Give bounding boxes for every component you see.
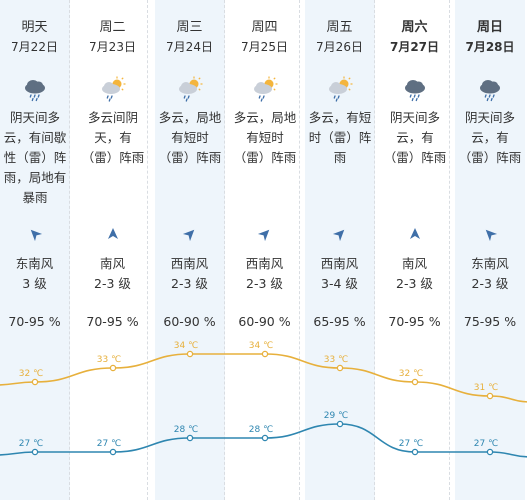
- wind-direction: 西南风: [320, 256, 359, 271]
- day-name: 明天: [21, 20, 48, 35]
- weather-description: 多云，有短时（雷）阵雨: [308, 110, 372, 165]
- sun-cloud-rain-icon: [100, 76, 126, 102]
- wind-direction: 西南风: [245, 256, 284, 271]
- day-date: 7月22日: [11, 40, 58, 54]
- day-name: 周五: [326, 20, 353, 35]
- day-column: 周六 7月27日 阴天间多云，有（雷）阵雨 南风 2-3 级 70-95 %: [380, 0, 450, 500]
- day-name: 周二: [99, 20, 126, 35]
- humidity: 65-95 %: [313, 314, 366, 329]
- humidity: 75-95 %: [463, 314, 517, 329]
- weather-description: 多云，局地有短时（雷）阵雨: [158, 110, 222, 165]
- weather-description: 阴天间多云，有间歇性（雷）阵雨，局地有暴雨: [3, 110, 67, 205]
- day-date: 7月27日: [389, 40, 440, 54]
- wind-level: 2-3 级: [471, 276, 509, 291]
- wind-level: 3-4 级: [321, 276, 358, 291]
- day-name: 周三: [176, 20, 203, 35]
- wind-direction: 南风: [401, 256, 427, 271]
- cloud-rain-icon: [22, 76, 48, 102]
- weather-description: 多云，局地有短时（雷）阵雨: [233, 110, 297, 165]
- wind-direction: 东南风: [15, 256, 54, 271]
- wind-level: 2-3 级: [171, 276, 208, 291]
- weather-description: 阴天间多云，有（雷）阵雨: [383, 110, 447, 165]
- wind-arrow-icon: [28, 226, 43, 242]
- day-date: 7月25日: [241, 40, 288, 54]
- wind-arrow-icon: [483, 226, 498, 242]
- wind-arrow-icon: [182, 226, 197, 242]
- wind-arrow-icon: [257, 226, 272, 242]
- day-column: 明天 7月22日 阴天间多云，有间歇性（雷）阵雨，局地有暴雨 东南风 3 级 7…: [0, 0, 70, 500]
- weather-description: 阴天间多云，有（雷）阵雨: [458, 110, 522, 165]
- wind-direction: 南风: [99, 256, 125, 271]
- wind-arrow-icon: [332, 226, 347, 242]
- wind-level: 2-3 级: [94, 276, 131, 291]
- day-date: 7月23日: [89, 40, 136, 54]
- wind-level: 3 级: [22, 276, 47, 291]
- wind-level: 2-3 级: [246, 276, 283, 291]
- day-name: 周四: [251, 20, 278, 35]
- day-date: 7月24日: [166, 40, 213, 54]
- humidity: 60-90 %: [238, 314, 291, 329]
- day-column: 周四 7月25日 多云，局地有短时（雷）阵雨 西南风 2-3 级 60-90 %: [230, 0, 300, 500]
- day-column: 周五 7月26日 多云，有短时（雷）阵雨 西南风 3-4 级 65-95 %: [305, 0, 375, 500]
- day-date: 7月28日: [465, 40, 515, 54]
- sun-cloud-rain-icon: [177, 76, 203, 102]
- day-name: 周日: [476, 20, 503, 35]
- weather-description: 多云间阴天，有（雷）阵雨: [81, 110, 145, 165]
- wind-direction: 西南风: [170, 256, 209, 271]
- humidity: 60-90 %: [163, 314, 216, 329]
- humidity: 70-95 %: [8, 314, 61, 329]
- cloud-rain-icon: [402, 76, 428, 102]
- day-column: 周日 7月28日 阴天间多云，有（雷）阵雨 东南风 2-3 级 75-95 %: [455, 0, 525, 500]
- day-name: 周六: [401, 20, 428, 35]
- day-date: 7月26日: [316, 40, 363, 54]
- humidity: 70-95 %: [388, 314, 441, 329]
- wind-arrow-icon: [408, 226, 422, 240]
- sun-cloud-rain-icon: [327, 76, 353, 102]
- wind-direction: 东南风: [471, 256, 509, 271]
- wind-arrow-icon: [106, 226, 120, 240]
- day-column: 周三 7月24日 多云，局地有短时（雷）阵雨 西南风 2-3 级 60-90 %: [155, 0, 225, 500]
- cloud-rain-icon: [477, 76, 503, 102]
- day-column: 周二 7月23日 多云间阴天，有（雷）阵雨 南风 2-3 级 70-95 %: [78, 0, 148, 500]
- wind-level: 2-3 级: [396, 276, 433, 291]
- humidity: 70-95 %: [86, 314, 139, 329]
- sun-cloud-rain-icon: [252, 76, 278, 102]
